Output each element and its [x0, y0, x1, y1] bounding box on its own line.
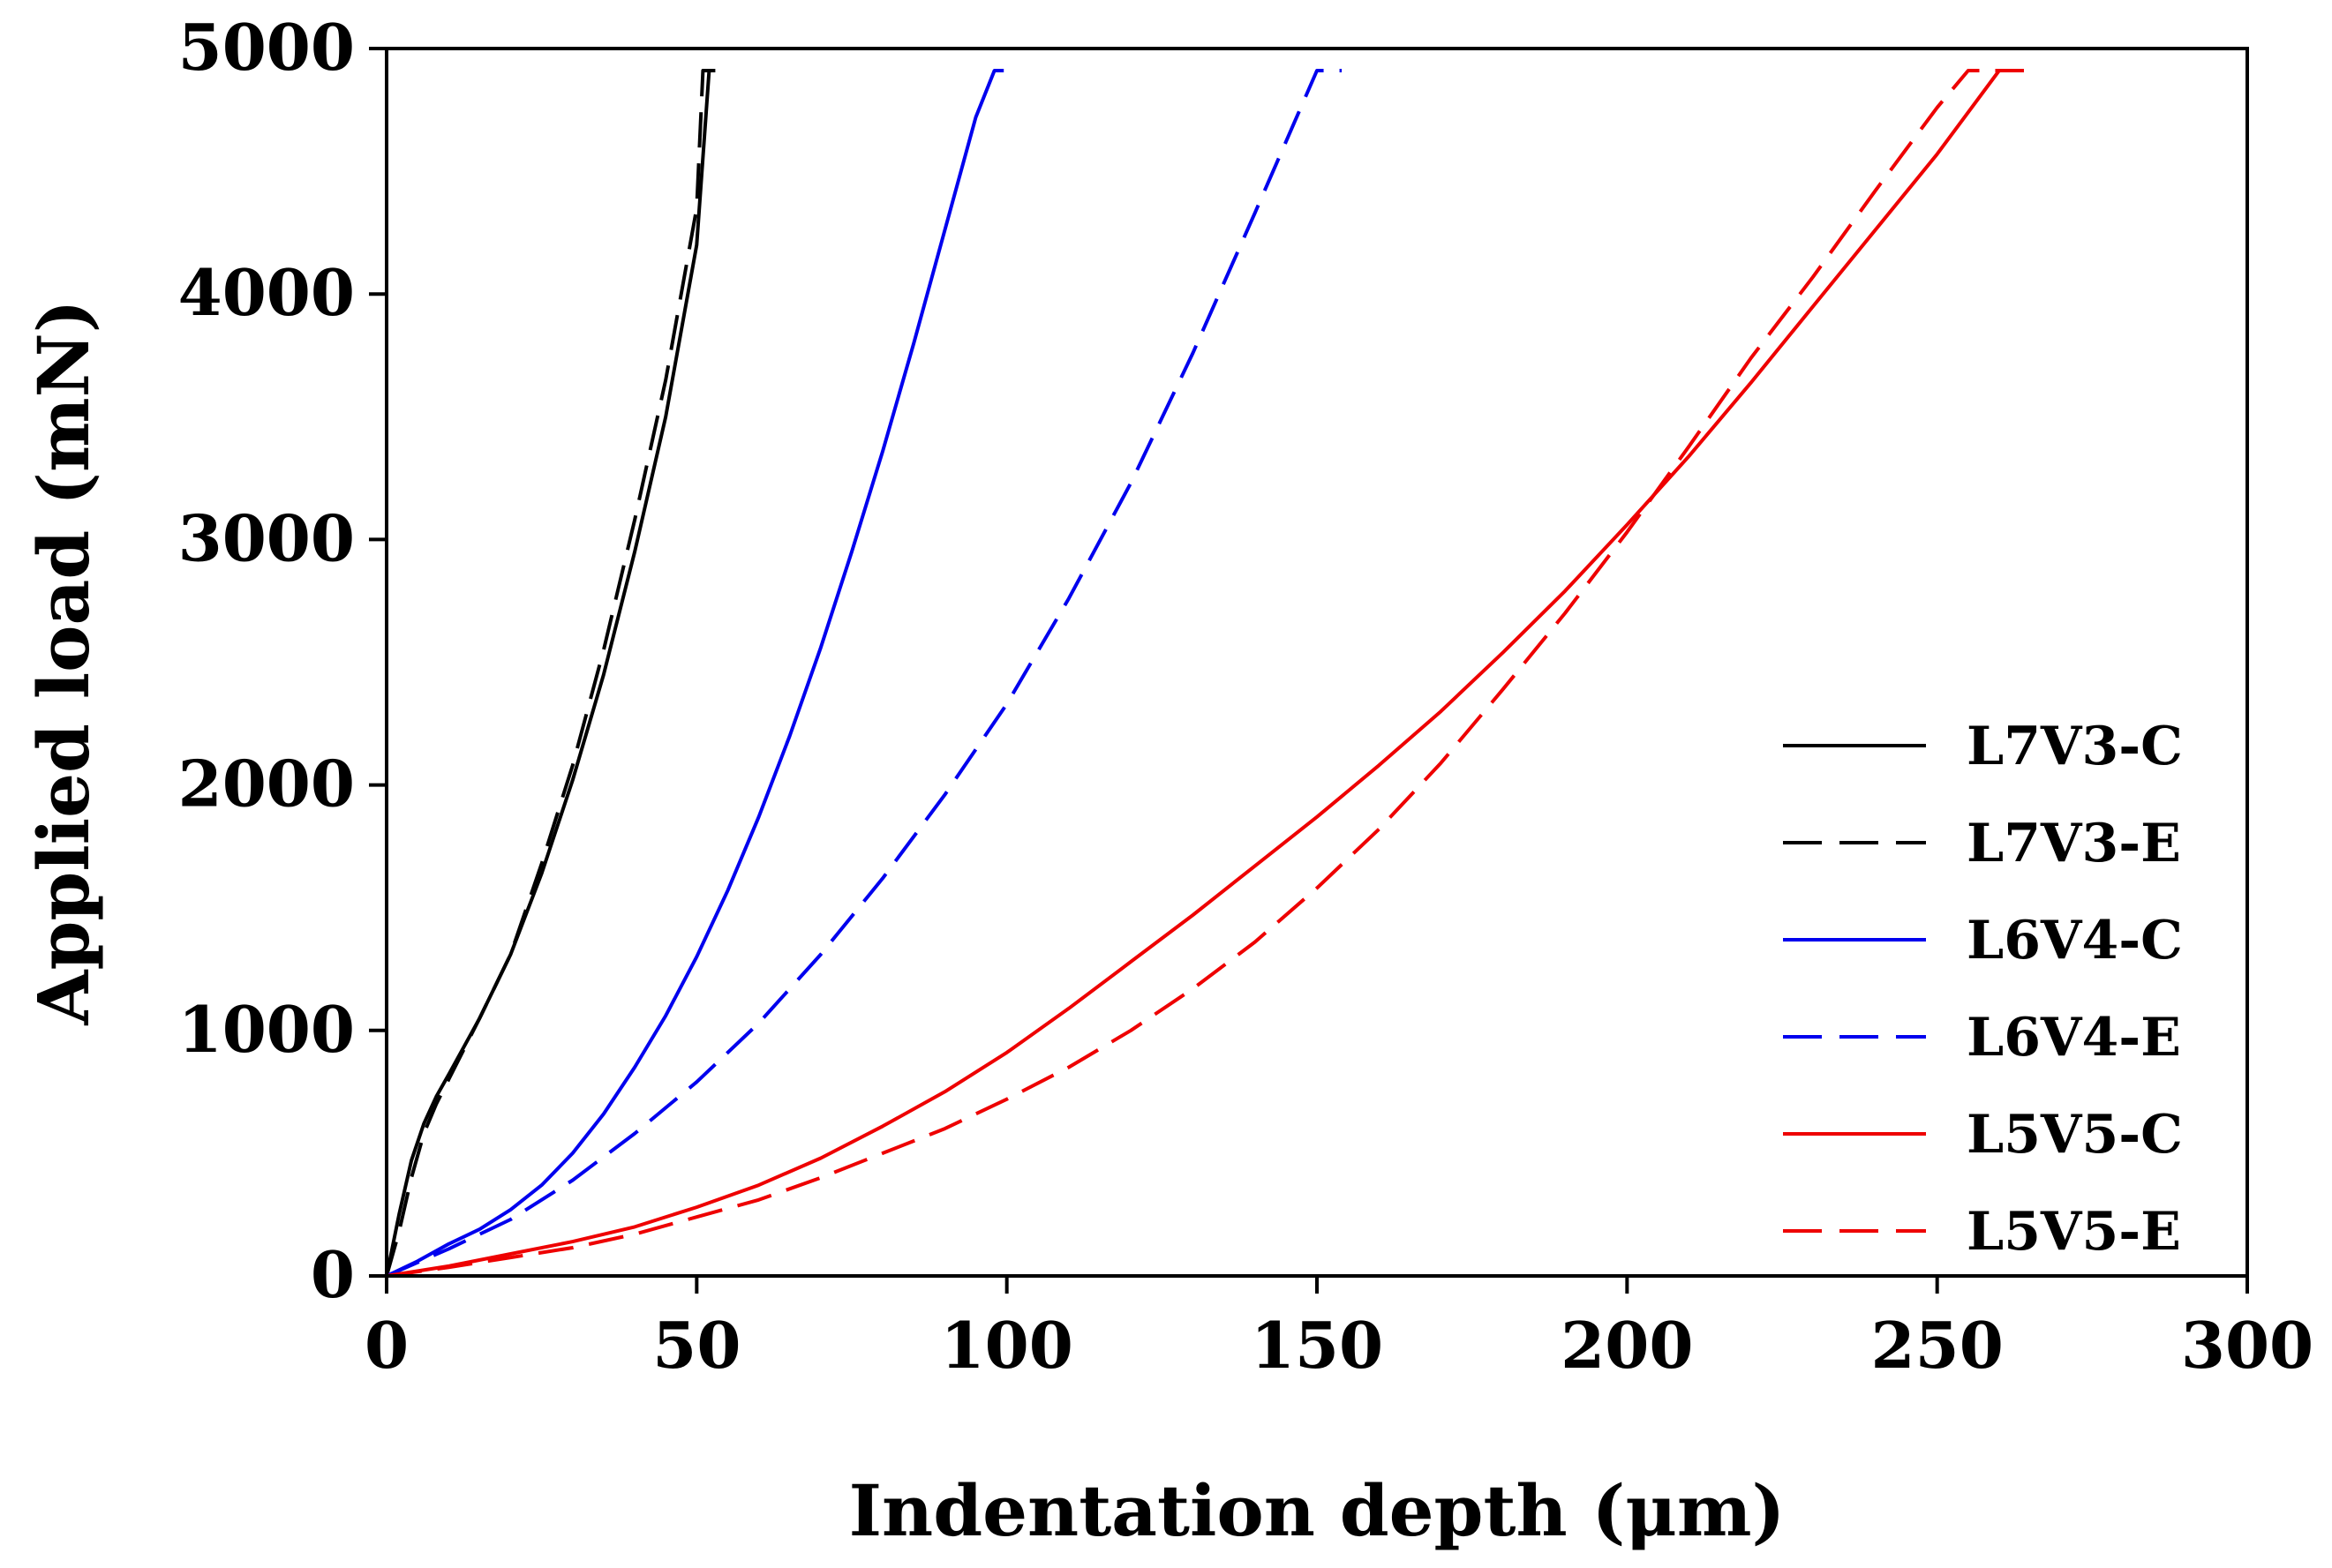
y-axis-title: Applied load (mN) [22, 299, 105, 1025]
y-tick-label: 4000 [178, 255, 355, 330]
series-line-l5v5-e [386, 69, 2024, 1278]
series-line-l5v5-c [386, 69, 2012, 1278]
series-line-l6v4-c [386, 69, 1004, 1278]
y-tick-label: 5000 [178, 10, 355, 85]
y-tick-label: 1000 [178, 992, 355, 1067]
legend: L7V3-C L7V3-E L6V4-C L6V4-E L5V5-C L5V5-E [1783, 716, 2183, 1263]
plot-frame [385, 47, 2249, 1278]
legend-label-l6v4-c: L6V4-C [1967, 910, 2183, 972]
y-tick-label: 2000 [178, 746, 355, 822]
series-layer [385, 69, 2024, 1278]
legend-label-l7v3-c: L7V3-C [1967, 716, 2183, 777]
legend-label-l6v4-e: L6V4-E [1967, 1007, 2181, 1069]
x-tick-label: 150 [1251, 1308, 1383, 1383]
x-tick-label: 50 [652, 1308, 741, 1383]
legend-label-l5v5-c: L5V5-C [1967, 1104, 2183, 1166]
y-tick-label: 3000 [178, 500, 355, 575]
series-line-l7v3-c [385, 69, 716, 1277]
x-tick-label: 250 [1871, 1308, 2004, 1383]
series-line-l7v3-e [385, 69, 710, 1277]
legend-label-l5v5-e: L5V5-E [1967, 1201, 2181, 1263]
legend-label-l7v3-e: L7V3-E [1967, 813, 2181, 874]
x-tick-label: 200 [1561, 1308, 1693, 1383]
x-tick-label: 0 [365, 1308, 409, 1383]
x-axis-title: Indentation depth (μm) [849, 1469, 1786, 1552]
series-line-l6v4-e [386, 69, 1343, 1278]
x-tick-label: 100 [941, 1308, 1073, 1383]
y-tick-label: 0 [311, 1237, 355, 1312]
x-tick-label: 300 [2181, 1308, 2313, 1383]
